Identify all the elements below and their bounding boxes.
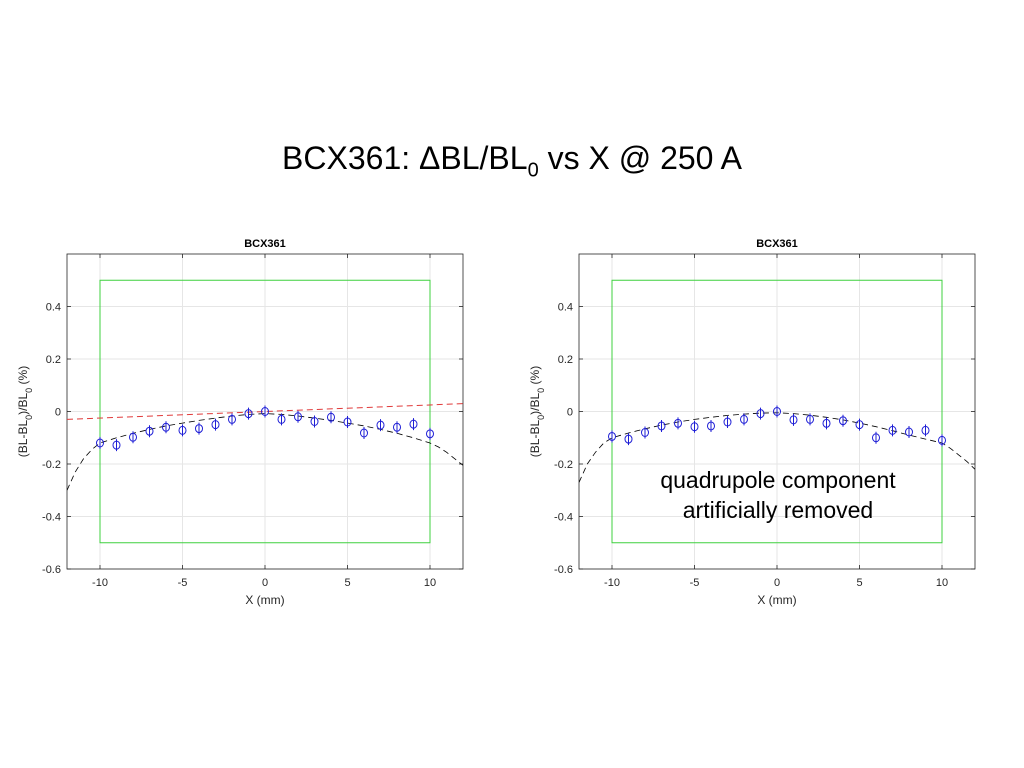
data-point [740,414,748,424]
data-point [690,422,699,432]
data-point [608,431,616,441]
y-tick-label: -0.6 [42,564,61,576]
data-point [426,429,434,439]
y-tick-label: -0.4 [42,512,61,524]
y-tick-label: 0 [567,407,573,419]
y-axis-label-subscript: 0 [24,415,34,420]
data-point [244,409,253,419]
x-tick-label: 10 [936,577,948,589]
data-point [855,420,864,430]
data-point [294,412,302,422]
y-axis-label-subscript: 0 [24,388,34,393]
x-tick-label: 5 [856,577,862,589]
y-axis-label: (BL-BL0)/BL0 (%) [16,366,34,457]
y-axis-label-subscript: 0 [536,415,546,420]
data-point [409,419,418,429]
data-point [261,407,269,416]
y-tick-label: 0.2 [46,354,61,366]
y-tick-label: -0.6 [554,564,573,576]
data-point [888,425,897,435]
y-axis-label-part: (BL-BL [528,420,542,458]
fit-curve [67,413,463,491]
data-point [178,425,187,435]
data-point [343,417,352,427]
y-tick-label: 0.4 [46,302,61,314]
data-point [938,435,946,445]
y-tick-label: -0.2 [42,459,61,471]
data-point [707,421,715,431]
y-axis-label: (BL-BL0)/BL0 (%) [528,366,546,457]
data-point [393,422,401,432]
slide-title-suffix: vs X @ 250 A [538,140,742,176]
y-tick-label: -0.4 [554,512,573,524]
data-point [277,414,286,424]
slide-title-prefix: BCX361: ΔBL/BL [282,140,528,176]
x-tick-label: -10 [92,577,108,589]
data-point [310,416,319,426]
data-point [773,407,781,416]
data-point [162,422,170,432]
chart-title: BCX361 [756,238,798,250]
data-point [112,440,121,450]
data-point [806,414,814,424]
data-point [674,418,682,428]
y-axis-label-part: (%) [528,366,542,388]
x-tick-label: -5 [178,577,188,589]
data-point [756,409,765,419]
y-axis-label-part: )/BL [528,392,542,414]
y-tick-label: -0.2 [554,459,573,471]
slide-title-subscript: 0 [527,159,539,182]
y-axis-label-subscript: 0 [536,388,546,393]
data-point [145,426,154,436]
y-axis-label-part: (%) [16,366,30,388]
x-tick-label: 10 [424,577,436,589]
annotation-text: quadrupole component [660,467,896,493]
data-point [376,420,385,430]
slide-title: BCX361: ΔBL/BL0 vs X @ 250 A [0,140,1024,182]
data-point [657,421,666,431]
data-point [839,416,847,426]
x-tick-label: 5 [344,577,350,589]
tolerance-box [611,279,943,544]
data-point [195,424,203,434]
data-point [211,420,220,430]
data-point [360,428,368,438]
data-point [624,434,633,444]
y-tick-label: 0.4 [558,302,573,314]
data-point [327,412,335,422]
y-tick-label: 0.2 [558,354,573,366]
data-point [822,418,831,428]
annotation-text: artificially removed [683,497,873,523]
data-point [921,425,930,435]
x-axis-label: X (mm) [245,593,284,607]
data-point [96,438,104,448]
x-axis-label: X (mm) [757,593,796,607]
data-point [872,433,880,443]
data-point [723,417,732,427]
chart-title: BCX361 [244,238,286,250]
tolerance-box [99,279,431,544]
chart-2: -10 -5 0 5 10 -0.6 -0.4 -0.2 0 0.2 0.4 BCX361 X (mm)… [528,238,976,607]
y-tick-label: 0 [55,407,61,419]
data-point [905,427,913,437]
x-tick-label: 0 [262,577,268,589]
y-axis-label-part: )/BL [16,392,30,414]
chart-1: -10 -5 0 5 10 -0.6 -0.4 -0.2 0 0.2 0.4 BCX361 X (mm)… [16,238,464,607]
data-point [228,414,236,424]
y-axis-label-part: (BL-BL [16,420,30,458]
data-point [129,432,137,442]
data-point [789,415,798,425]
data-point [641,428,649,437]
x-tick-label: 0 [774,577,780,589]
x-tick-label: -5 [690,577,700,589]
x-tick-label: -10 [604,577,620,589]
linear-trend-line [67,403,463,420]
